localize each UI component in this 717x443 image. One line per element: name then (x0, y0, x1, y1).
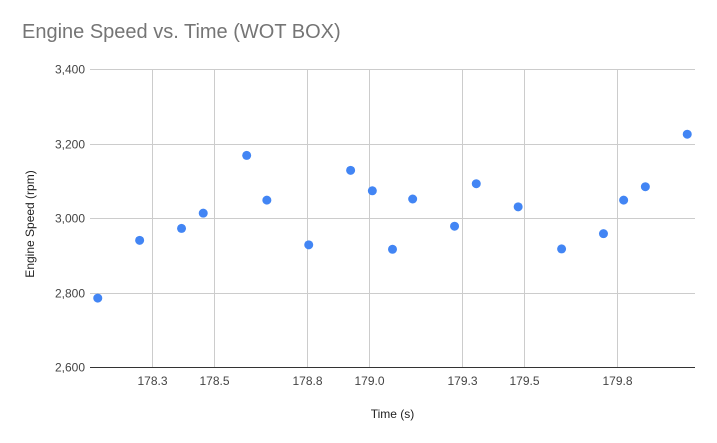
data-point (408, 194, 418, 204)
y-tick-label: 3,000 (55, 212, 85, 226)
data-point (640, 182, 650, 192)
data-point (198, 208, 208, 218)
tick-labels: 2,600 2,800 3,000 3,200 3,400 178.3 178.5 178.8… (55, 63, 633, 389)
data-point (304, 240, 314, 250)
data-point (177, 223, 187, 233)
y-tick-label: 2,800 (55, 287, 85, 301)
x-tick-label: 178.5 (199, 374, 229, 388)
data-point (513, 202, 523, 212)
data-point (135, 235, 145, 245)
data-point (388, 244, 397, 254)
y-axis-title: Engine Speed (rpm) (23, 170, 37, 277)
data-point (346, 165, 356, 175)
y-tick-label: 2,600 (55, 361, 85, 375)
data-point (557, 244, 567, 254)
x-tick-label: 178.3 (137, 374, 167, 388)
data-point (598, 229, 608, 239)
data-point (471, 179, 481, 189)
data-point (242, 150, 252, 160)
data-point (367, 186, 377, 196)
data-point (93, 293, 103, 303)
y-tick-label: 3,200 (55, 138, 85, 152)
data-point (682, 129, 692, 139)
data-points (93, 129, 692, 303)
y-tick-label: 3,400 (55, 63, 85, 77)
chart-title: Engine Speed vs. Time (WOT BOX) (22, 21, 341, 43)
data-point (262, 195, 272, 205)
x-tick-label: 179.8 (602, 374, 632, 388)
x-tick-label: 178.8 (292, 374, 322, 388)
x-tick-label: 179.5 (509, 374, 539, 388)
x-tick-label: 179.3 (447, 374, 477, 388)
x-tick-label: 179.0 (354, 374, 384, 388)
x-axis-title: Time (s) (371, 407, 415, 421)
grid (90, 69, 695, 367)
data-point (619, 195, 629, 205)
data-point (450, 221, 460, 231)
